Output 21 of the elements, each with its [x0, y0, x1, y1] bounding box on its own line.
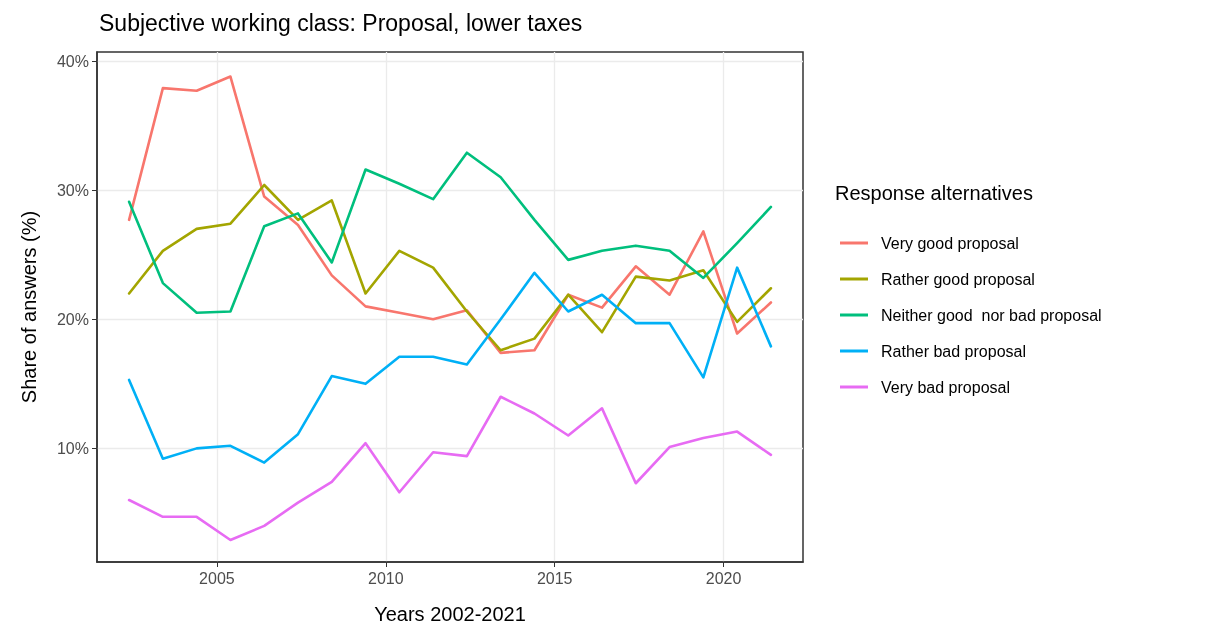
line-series: [127, 151, 773, 315]
legend-label: Neither good nor bad proposal: [881, 306, 1102, 324]
line-series: [127, 183, 773, 352]
x-tick-label: 2005: [199, 569, 235, 587]
y-axis-title: Share of answers (%): [18, 210, 40, 404]
y-tick-label: 30%: [56, 181, 89, 199]
x-tick-label: 2015: [536, 569, 573, 587]
legend-label: Rather good proposal: [881, 270, 1035, 288]
legend-title: Response alternatives: [835, 182, 1033, 204]
line-series: [127, 266, 773, 464]
chart-title: Subjective working class: Proposal, lower taxes: [99, 9, 583, 36]
x-tick-label: 2020: [705, 569, 742, 587]
line-series: [127, 395, 773, 542]
legend-label: Very bad proposal: [881, 378, 1010, 396]
legend-label: Rather bad proposal: [881, 342, 1026, 360]
x-tick-label: 2010: [368, 569, 404, 587]
x-axis-title: Years 2002-2021: [374, 603, 526, 625]
y-tick-label: 10%: [56, 439, 89, 457]
y-tick-label: 40%: [56, 52, 89, 70]
legend-label: Very good proposal: [881, 234, 1019, 252]
y-tick-label: 20%: [56, 310, 89, 328]
